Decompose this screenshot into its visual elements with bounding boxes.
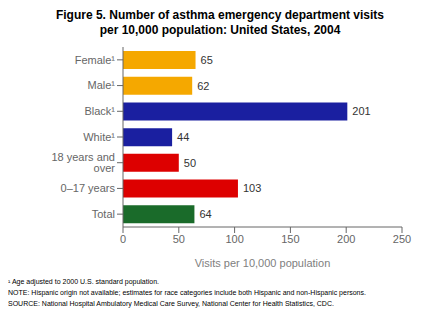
svg-text:65: 65 (201, 54, 213, 66)
svg-text:100: 100 (225, 233, 243, 245)
svg-text:Male¹: Male¹ (87, 79, 115, 91)
html-text:SOURCE: National Hospital Ambu: SOURCE: National Hospital Ambulatory Med… (8, 300, 334, 307)
svg-text:Black¹: Black¹ (84, 105, 115, 117)
svg-text:200: 200 (337, 233, 355, 245)
svg-text:250: 250 (393, 233, 411, 245)
svg-text:150: 150 (281, 233, 299, 245)
svg-text:103: 103 (243, 182, 261, 194)
svg-text:18 years andover: 18 years andover (51, 151, 115, 174)
svg-text:201: 201 (352, 105, 370, 117)
svg-text:Total: Total (92, 208, 115, 220)
html-text:NOTE: Hispanic origin not avai: NOTE: Hispanic origin not available; est… (8, 289, 366, 296)
svg-text:0: 0 (120, 233, 126, 245)
svg-text:50: 50 (184, 157, 196, 169)
html-text:Figure 5. Number of asthma eme: Figure 5. Number of asthma emergency dep… (55, 8, 384, 22)
html-text:¹ Age adjusted to 2000 U.S. st: ¹ Age adjusted to 2000 U.S. standard pop… (8, 278, 159, 285)
svg-text:64: 64 (199, 208, 211, 220)
svg-text:Female¹: Female¹ (75, 54, 116, 66)
svg-text:50: 50 (173, 233, 185, 245)
svg-text:0–17 years: 0–17 years (61, 182, 116, 194)
svg-text:Visits per 10,000 population: Visits per 10,000 population (195, 257, 331, 269)
svg-text:44: 44 (177, 131, 189, 143)
svg-text:62: 62 (197, 80, 209, 92)
svg-text:White¹: White¹ (83, 131, 115, 143)
html-text:per 10,000 population: United: per 10,000 population: United States, 20… (99, 23, 341, 37)
